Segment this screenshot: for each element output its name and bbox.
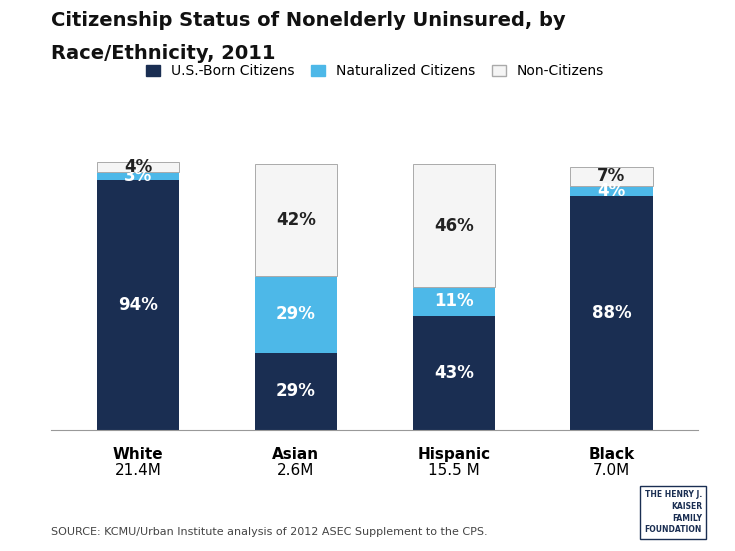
Bar — [255, 276, 337, 353]
Text: THE HENRY J.
KAISER
FAMILY
FOUNDATION: THE HENRY J. KAISER FAMILY FOUNDATION — [645, 490, 702, 534]
Text: SOURCE: KCMU/Urban Institute analysis of 2012 ASEC Supplement to the CPS.: SOURCE: KCMU/Urban Institute analysis of… — [51, 527, 488, 537]
Text: White: White — [113, 447, 163, 462]
Text: 29%: 29% — [276, 382, 316, 401]
Bar — [413, 287, 495, 316]
Text: 43%: 43% — [434, 364, 473, 382]
Text: Race/Ethnicity, 2011: Race/Ethnicity, 2011 — [51, 44, 276, 63]
Bar — [97, 172, 179, 180]
Bar — [413, 165, 495, 287]
Text: Asian: Asian — [273, 447, 320, 462]
Text: 15.5 M: 15.5 M — [428, 463, 480, 478]
Text: Hispanic: Hispanic — [417, 447, 490, 462]
Bar — [255, 353, 337, 430]
Bar — [570, 196, 653, 430]
Text: 4%: 4% — [124, 158, 152, 176]
Text: 42%: 42% — [276, 211, 316, 229]
Text: 7%: 7% — [598, 168, 625, 186]
Text: 88%: 88% — [592, 304, 631, 322]
Legend: U.S.-Born Citizens, Naturalized Citizens, Non-Citizens: U.S.-Born Citizens, Naturalized Citizens… — [140, 58, 609, 84]
Bar — [97, 162, 179, 172]
Text: 46%: 46% — [434, 217, 473, 235]
Bar — [570, 186, 653, 196]
Text: 94%: 94% — [118, 296, 158, 314]
Text: 11%: 11% — [434, 292, 473, 310]
Text: 4%: 4% — [598, 182, 625, 200]
Bar — [255, 165, 337, 276]
Text: 2.6M: 2.6M — [277, 463, 315, 478]
Text: 21.4M: 21.4M — [115, 463, 162, 478]
Text: 29%: 29% — [276, 305, 316, 323]
Text: 3%: 3% — [124, 168, 152, 186]
Bar — [570, 167, 653, 186]
Text: Citizenship Status of Nonelderly Uninsured, by: Citizenship Status of Nonelderly Uninsur… — [51, 11, 566, 30]
Text: 7.0M: 7.0M — [593, 463, 630, 478]
Bar — [97, 180, 179, 430]
Text: Black: Black — [588, 447, 634, 462]
Bar — [413, 316, 495, 430]
